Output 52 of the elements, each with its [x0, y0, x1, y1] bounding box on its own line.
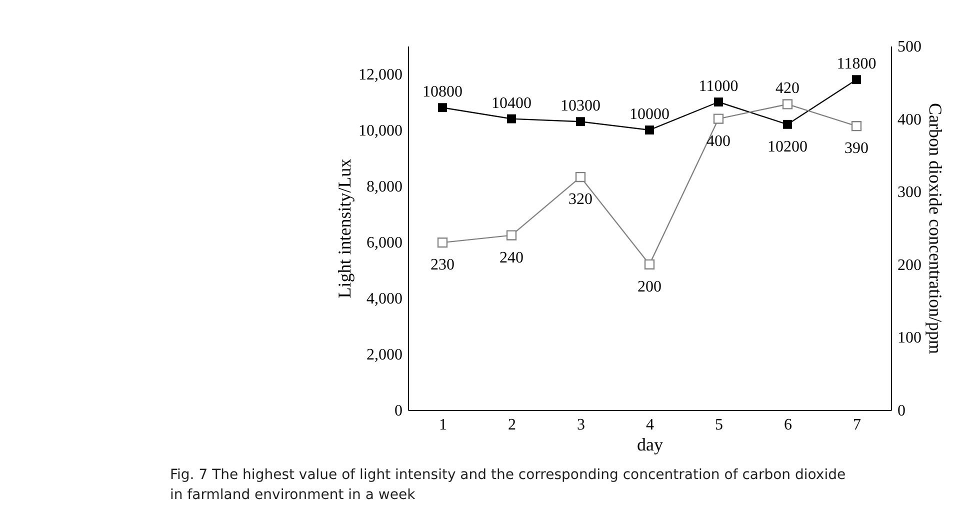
point	[852, 75, 861, 84]
point	[507, 114, 516, 124]
data-label: 10300	[560, 98, 600, 115]
point	[576, 117, 585, 126]
x-tick-label: 6	[784, 416, 792, 434]
x-tick-label: 3	[577, 416, 585, 434]
data-label: 390	[844, 140, 868, 158]
y-tick-label: 6,000	[366, 234, 402, 252]
data-label: 11800	[836, 56, 876, 73]
data-label: 200	[638, 278, 662, 296]
y2-tick-label: 0	[898, 402, 906, 420]
point	[645, 126, 654, 134]
point	[575, 172, 586, 182]
point	[437, 237, 448, 248]
data-label: 230	[430, 256, 454, 274]
y-tick-label: 10,000	[358, 122, 402, 140]
y2-tick-label: 300	[898, 184, 922, 202]
caption: Fig. 7 The highest value of light intensity and the corresponding concentration of carbon dioxide in farmland environment in a week	[170, 467, 846, 503]
y-tick-label: 4,000	[366, 290, 402, 308]
y2-tick-label: 400	[898, 111, 922, 128]
point	[713, 114, 724, 124]
y2-tick-label: 500	[898, 38, 922, 56]
data-label: 10800	[422, 84, 462, 101]
data-label: 10400	[492, 94, 532, 112]
data-label: 320	[568, 191, 592, 208]
point	[782, 99, 793, 110]
data-label: 11000	[698, 78, 738, 95]
y2-axis-title: Carbon dioxide concentration/ppm	[926, 103, 946, 354]
y-tick-label: 2,000	[366, 346, 402, 364]
data-label: 10200	[768, 138, 808, 156]
y-tick-label: 0	[394, 402, 402, 420]
data-label: 10000	[630, 106, 670, 123]
point	[851, 121, 862, 132]
point	[714, 98, 723, 106]
x-tick-label: 5	[715, 416, 723, 434]
y2-tick-label: 100	[898, 330, 922, 347]
point	[644, 259, 655, 270]
point	[506, 230, 517, 240]
data-label: 240	[500, 249, 524, 266]
point	[438, 103, 447, 112]
point	[783, 120, 792, 129]
y-tick-label: 12,000	[358, 66, 402, 84]
data-label: 420	[776, 80, 800, 98]
y2-tick-label: 200	[898, 256, 922, 274]
y-axis-title: Light intensity/Lux	[334, 158, 354, 298]
x-tick-label: 4	[646, 416, 654, 434]
y-tick-label: 8,000	[366, 178, 402, 196]
x-tick-label: 1	[439, 416, 447, 434]
x-axis-title: day	[637, 434, 663, 454]
x-tick-label: 7	[853, 416, 861, 434]
x-tick-label: 2	[508, 416, 516, 434]
data-label: 400	[706, 132, 730, 150]
